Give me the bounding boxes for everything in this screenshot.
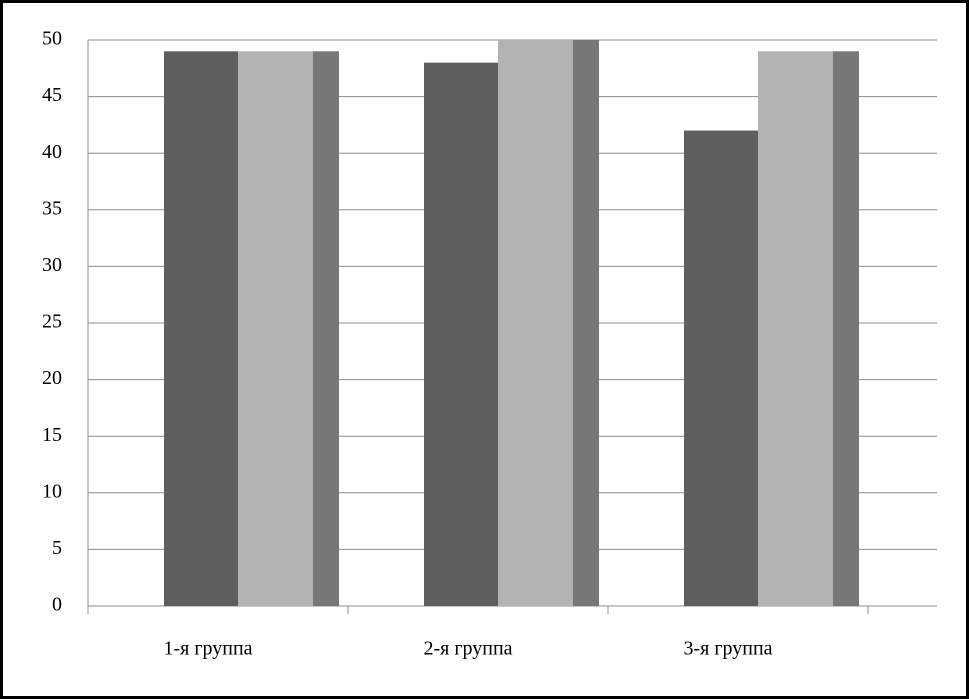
y-tick-label: 50 [42,28,62,50]
y-tick-label: 35 [42,197,62,219]
y-tick-label: 20 [42,367,62,389]
x-tick-label: 1-я группа [163,638,252,660]
x-tick-label: 3-я группа [683,638,772,660]
bar [238,51,313,606]
y-tick-label: 45 [42,84,62,106]
bar [833,51,859,606]
bar [164,51,238,606]
y-tick-label: 40 [42,141,62,163]
y-tick-label: 10 [42,480,62,502]
y-tick-label: 25 [42,311,62,333]
bar [573,40,599,606]
bar [684,130,758,606]
bar [758,51,833,606]
y-tick-label: 5 [52,537,62,559]
x-tick-label: 2-я группа [423,638,512,660]
y-tick-label: 30 [42,254,62,276]
bar [313,51,339,606]
y-tick-label: 0 [52,594,62,616]
bar [424,62,498,606]
bar [498,40,573,606]
y-tick-label: 15 [42,424,62,446]
